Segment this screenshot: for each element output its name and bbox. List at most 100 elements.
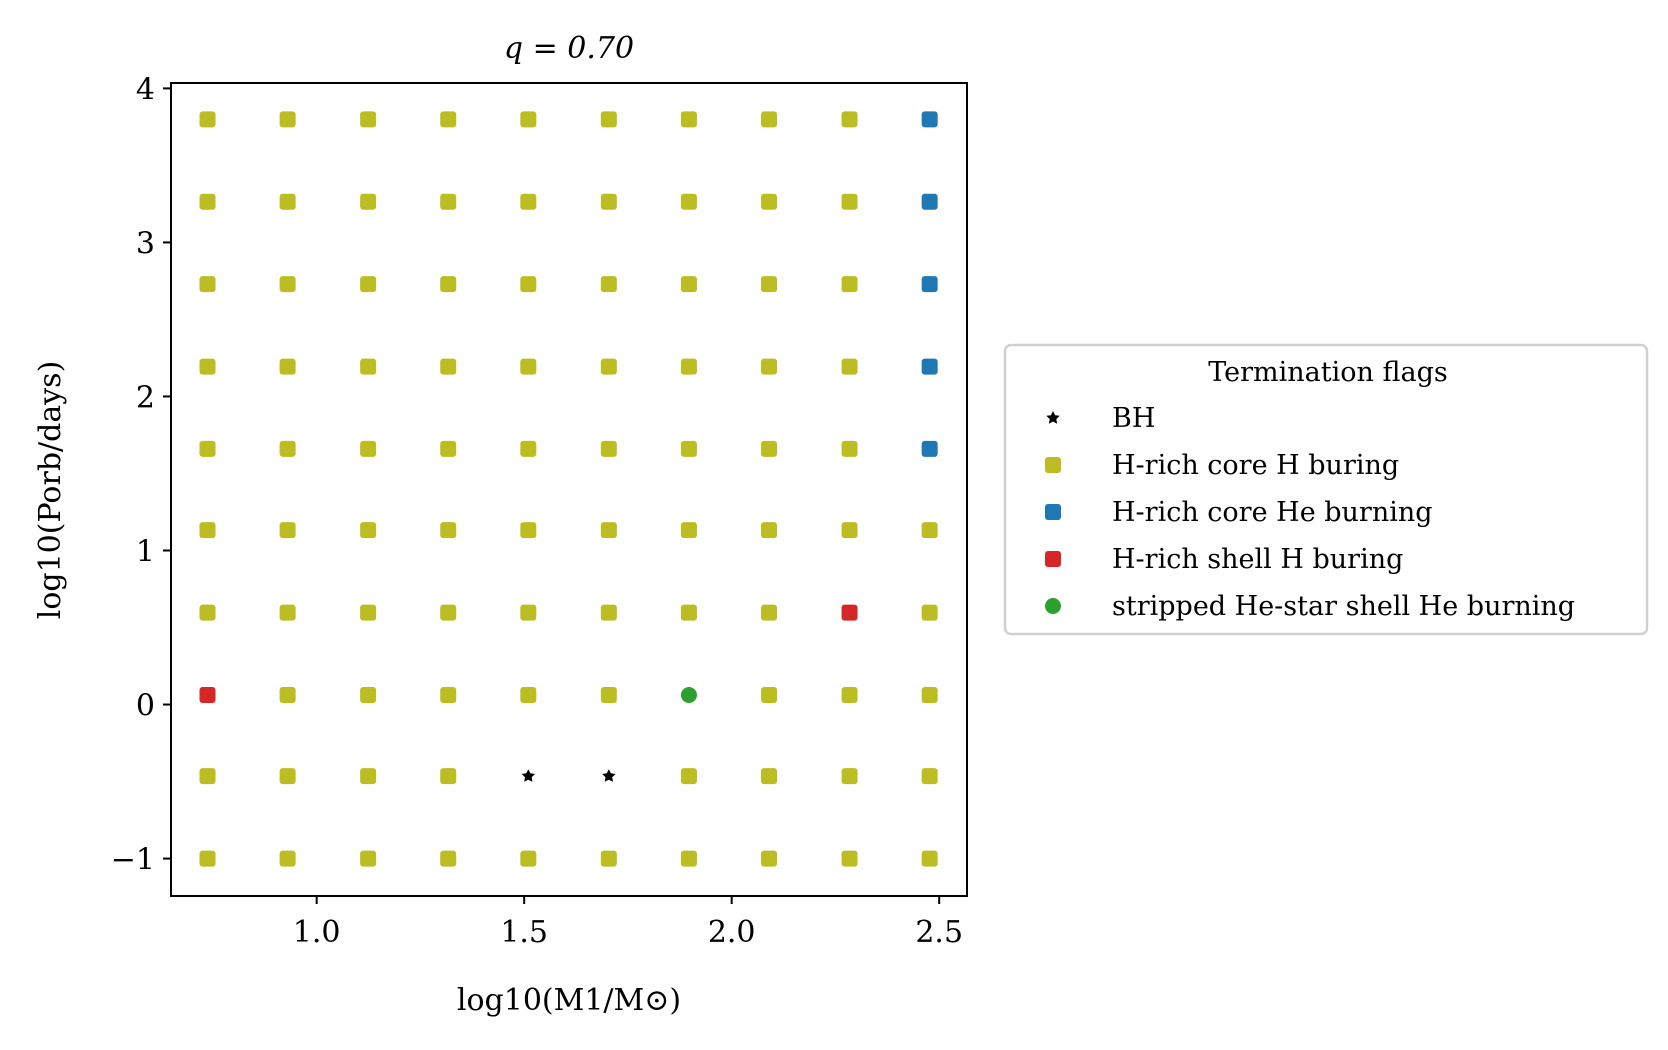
data-point: [761, 686, 778, 703]
data-point: [440, 440, 457, 457]
data-point: [279, 686, 296, 703]
data-point: [600, 358, 617, 375]
data-point: [520, 358, 537, 375]
data-point: [921, 604, 938, 621]
y-ticks: −1 0 1 2 3 4: [111, 72, 171, 878]
data-point: [921, 768, 938, 785]
data-point: [360, 768, 377, 785]
data-point: [440, 522, 457, 539]
data-point: [199, 604, 216, 621]
data-point: [440, 604, 457, 621]
data-point: [440, 358, 457, 375]
data-points: [199, 111, 938, 867]
data-point: [199, 193, 216, 210]
x-ticks: 1.0 1.5 2.0 2.5: [293, 896, 963, 950]
y-tick-label: 4: [136, 72, 155, 107]
data-point: [921, 522, 938, 539]
data-point: [761, 358, 778, 375]
data-point: [680, 850, 697, 867]
legend-label: H-rich shell H buring: [1112, 544, 1403, 575]
data-point: [921, 358, 938, 375]
data-point: [360, 604, 377, 621]
data-point: [761, 276, 778, 293]
data-point: [279, 358, 296, 375]
data-point: [360, 686, 377, 703]
data-point: [520, 193, 537, 210]
data-point: [841, 111, 858, 128]
data-point: [360, 850, 377, 867]
data-point: [921, 276, 938, 293]
y-tick-label: −1: [111, 843, 155, 878]
data-point: [520, 440, 537, 457]
data-point: [600, 604, 617, 621]
data-point: [520, 111, 537, 128]
data-point: [680, 604, 697, 621]
data-point: [680, 522, 697, 539]
data-point: [680, 276, 697, 293]
data-point: [520, 850, 537, 867]
x-axis-label: log10(M1/M⊙): [457, 983, 681, 1018]
data-point: [199, 522, 216, 539]
data-point: [360, 111, 377, 128]
y-tick-label: 1: [136, 534, 155, 569]
data-point: [199, 111, 216, 128]
y-tick-label: 0: [136, 689, 155, 724]
data-point: [440, 850, 457, 867]
data-point: [761, 768, 778, 785]
data-point: [761, 440, 778, 457]
legend-label: BH: [1112, 403, 1155, 434]
data-point: [279, 604, 296, 621]
data-point: [600, 440, 617, 457]
data-point: [440, 111, 457, 128]
legend: Termination flags BH H-rich core H buring…: [1003, 343, 1649, 636]
data-point: [602, 769, 616, 782]
data-point: [279, 111, 296, 128]
data-point: [761, 522, 778, 539]
data-point: [520, 276, 537, 293]
data-point: [761, 111, 778, 128]
x-tick-label: 2.0: [708, 915, 756, 950]
legend-label: stripped He-star shell He burning: [1112, 591, 1575, 622]
data-point: [680, 358, 697, 375]
legend-frame: [1003, 343, 1649, 636]
data-point: [841, 686, 858, 703]
data-point: [921, 193, 938, 210]
data-point: [761, 850, 778, 867]
data-point: [680, 111, 697, 128]
data-point: [600, 522, 617, 539]
data-point: [600, 111, 617, 128]
data-point: [921, 440, 938, 457]
data-point: [841, 604, 858, 621]
data-point: [199, 276, 216, 293]
y-tick-label: 2: [136, 380, 155, 415]
data-point: [680, 440, 697, 457]
data-point: [279, 850, 296, 867]
legend-marker: [1045, 598, 1061, 614]
data-point: [360, 358, 377, 375]
data-point: [199, 850, 216, 867]
data-point: [520, 522, 537, 539]
data-point: [680, 686, 697, 703]
data-point: [841, 768, 858, 785]
x-tick-label: 1.5: [500, 915, 548, 950]
data-point: [520, 604, 537, 621]
data-point: [921, 111, 938, 128]
legend-label: H-rich core H buring: [1112, 450, 1399, 481]
data-point: [841, 522, 858, 539]
data-point: [199, 686, 216, 703]
data-point: [761, 604, 778, 621]
data-point: [841, 850, 858, 867]
data-point: [600, 850, 617, 867]
data-point: [360, 193, 377, 210]
data-point: [199, 768, 216, 785]
data-point: [520, 686, 537, 703]
legend-marker: [1046, 411, 1060, 424]
legend-label: H-rich core He burning: [1112, 497, 1433, 528]
data-point: [440, 686, 457, 703]
data-point: [360, 522, 377, 539]
data-point: [199, 440, 216, 457]
data-point: [841, 276, 858, 293]
y-tick-label: 3: [136, 226, 155, 261]
y-axis-label: log10(Porb/days): [33, 361, 68, 620]
